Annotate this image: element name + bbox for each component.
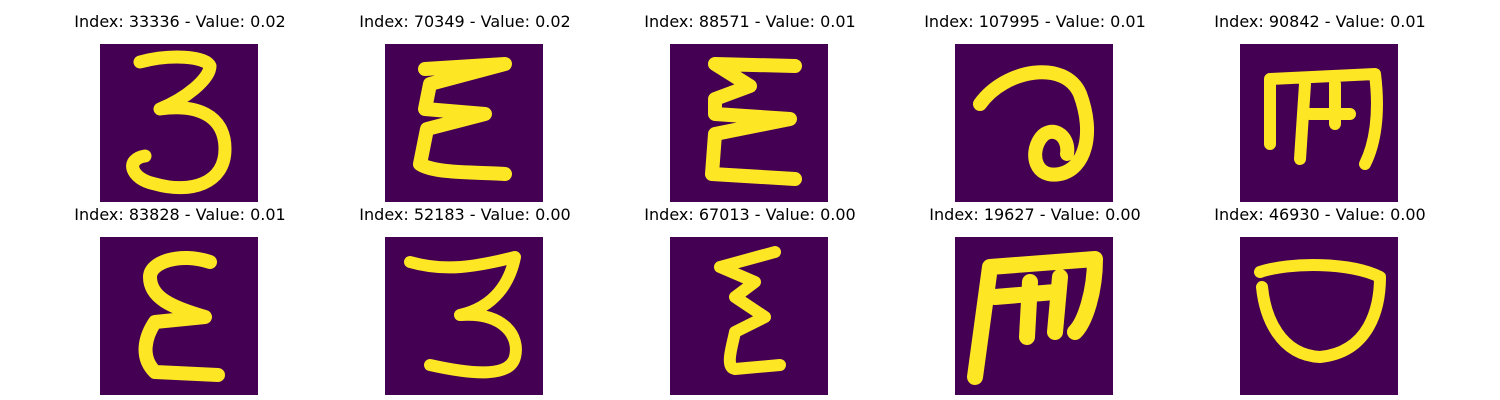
digit-image: [385, 44, 543, 202]
digit-image: [955, 44, 1113, 202]
image-panel: Index: 67013 - Value: 0.00: [620, 204, 880, 395]
digit-image: [955, 237, 1113, 395]
panel-title: Index: 83828 - Value: 0.01: [74, 205, 286, 224]
panel-title: Index: 46930 - Value: 0.00: [1214, 205, 1426, 224]
panel-title: Index: 88571 - Value: 0.01: [644, 12, 856, 31]
image-panel: Index: 46930 - Value: 0.00: [1190, 204, 1450, 395]
image-panel: Index: 52183 - Value: 0.00: [335, 204, 595, 395]
handwritten-glyph-m: [967, 251, 1103, 385]
panel-title: Index: 107995 - Value: 0.01: [924, 12, 1146, 31]
handwritten-glyph-3: [404, 251, 522, 379]
digit-image: [1240, 237, 1398, 395]
image-panel: Index: 83828 - Value: 0.01: [50, 204, 310, 395]
digit-image: [1240, 44, 1398, 202]
image-panel: Index: 70349 - Value: 0.02: [335, 11, 595, 202]
panel-title: Index: 19627 - Value: 0.00: [929, 205, 1141, 224]
digit-image: [100, 44, 258, 202]
handwritten-glyph-epsilon: [714, 246, 786, 375]
digit-image: [670, 237, 828, 395]
digit-image: [670, 44, 828, 202]
panel-title: Index: 52183 - Value: 0.00: [359, 205, 571, 224]
handwritten-glyph-d: [1254, 259, 1386, 363]
handwritten-glyph-epsilon: [705, 57, 802, 186]
handwritten-glyph-schwa: [973, 65, 1094, 182]
handwritten-glyph-3: [126, 50, 232, 195]
panel-title: Index: 70349 - Value: 0.02: [359, 12, 571, 31]
image-panel: Index: 88571 - Value: 0.01: [620, 11, 880, 202]
image-panel: Index: 19627 - Value: 0.00: [905, 204, 1165, 395]
image-panel: Index: 33336 - Value: 0.02: [50, 11, 310, 202]
panel-title: Index: 33336 - Value: 0.02: [74, 12, 286, 31]
panel-title: Index: 67013 - Value: 0.00: [644, 205, 856, 224]
image-panel: Index: 90842 - Value: 0.01: [1190, 11, 1450, 202]
digit-image: [385, 237, 543, 395]
panel-title: Index: 90842 - Value: 0.01: [1214, 12, 1426, 31]
handwritten-glyph-epsilon: [413, 57, 512, 181]
handwritten-glyph-epsilon: [138, 251, 225, 382]
handwritten-glyph-m: [1264, 68, 1383, 170]
digit-image: [100, 237, 258, 395]
image-panel: Index: 107995 - Value: 0.01: [905, 11, 1165, 202]
